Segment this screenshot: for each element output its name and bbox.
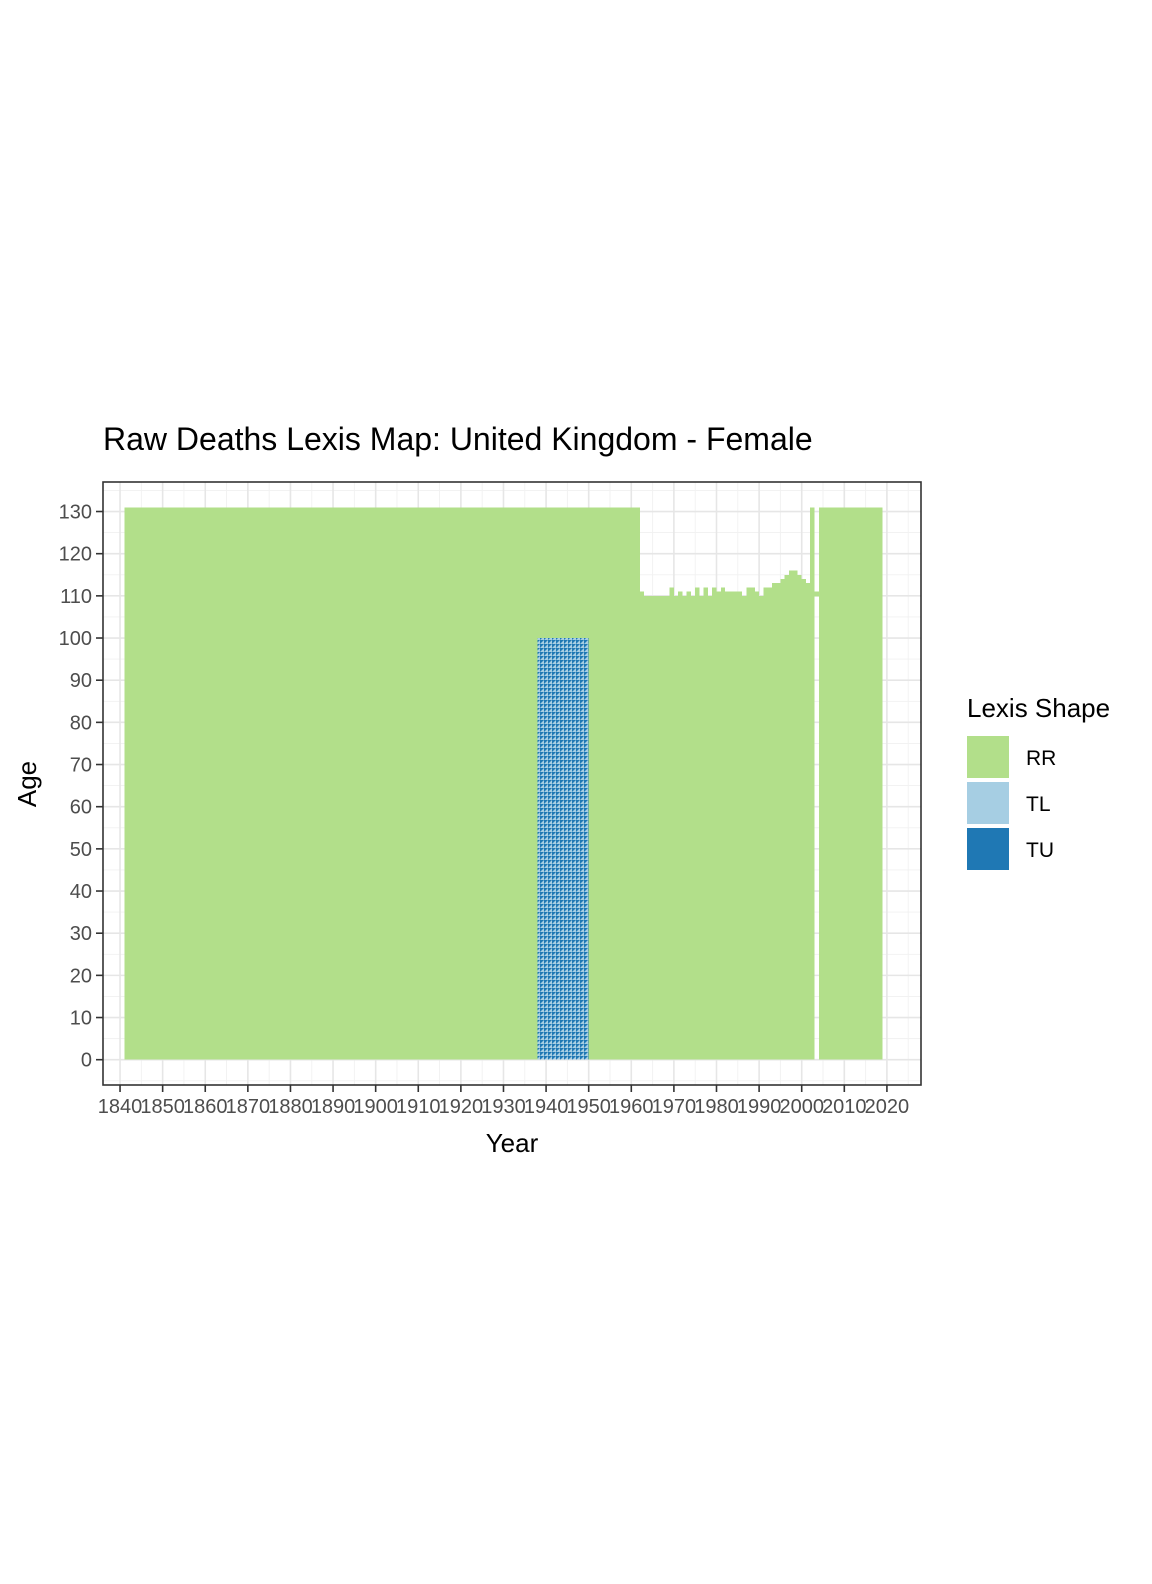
x-tick-label: 1890 [311, 1096, 356, 1118]
x-tick-label: 1960 [609, 1096, 654, 1118]
lexis-rr-cell [695, 587, 700, 597]
lexis-rr-cell [673, 595, 679, 597]
x-tick-label: 1840 [98, 1096, 143, 1118]
lexis-rr-cell [665, 595, 670, 597]
lexis-rr-cell [733, 591, 738, 597]
x-tick-label: 1930 [481, 1096, 526, 1118]
lexis-rr-cell [780, 578, 785, 597]
legend-title: Lexis Shape [967, 693, 1110, 723]
lexis-rr-cell [703, 587, 708, 597]
x-tick-label: 2020 [865, 1096, 910, 1118]
x-tick-label: 1990 [737, 1096, 782, 1118]
x-tick-label: 1920 [439, 1096, 484, 1118]
lexis-rr-region [588, 507, 640, 1060]
lexis-rr-cell [814, 591, 819, 597]
y-tick-label: 10 [70, 1008, 92, 1030]
lexis-rr-cell [793, 570, 798, 597]
y-tick-label: 40 [70, 881, 92, 903]
x-tick-label: 1850 [140, 1096, 185, 1118]
lexis-rr-cell [801, 578, 806, 597]
y-axis-title: Age [12, 761, 42, 807]
y-tick-label: 130 [59, 502, 92, 524]
y-tick-label: 0 [81, 1050, 92, 1072]
lexis-rr-region [810, 507, 815, 1060]
legend: Lexis Shape RR TL TU [967, 693, 1110, 870]
lexis-rr-cell [699, 595, 704, 597]
lexis-rr-region [818, 507, 883, 1060]
lexis-rr-region [124, 507, 538, 1060]
lexis-rr-cell [639, 591, 645, 597]
y-tick-label: 80 [70, 712, 92, 734]
lexis-rr-cell [656, 595, 662, 597]
legend-label-tu: TU [1026, 839, 1054, 862]
x-axis-title: Year [486, 1128, 539, 1158]
x-tick-label: 2000 [779, 1096, 824, 1118]
legend-label-rr: RR [1026, 747, 1056, 770]
x-tick-label: 1910 [396, 1096, 441, 1118]
lexis-rr-region [537, 507, 589, 639]
lexis-rr-cell [737, 591, 743, 597]
x-tick-label: 1860 [183, 1096, 228, 1118]
y-tick-label: 120 [59, 544, 92, 566]
lexis-rr-cell [805, 583, 811, 597]
lexis-rr-cell [669, 587, 674, 597]
y-tick-label: 100 [59, 628, 92, 650]
lexis-rr-cell [750, 587, 755, 597]
x-tick-label: 1880 [268, 1096, 313, 1118]
lexis-rr-cell [771, 583, 777, 597]
legend-swatch-rr [967, 736, 1009, 778]
lexis-rr-cell [767, 587, 772, 597]
plot-panel-border [102, 481, 922, 1086]
x-tick-label: 1980 [694, 1096, 739, 1118]
x-tick-label: 1970 [652, 1096, 697, 1118]
lexis-rr-cell [784, 574, 789, 597]
x-tick-label: 1950 [566, 1096, 611, 1118]
data-layer [124, 507, 883, 1060]
lexis-triangle-region [537, 638, 589, 1060]
lexis-rr-cell [763, 587, 768, 597]
lexis-rr-cell [742, 595, 747, 597]
y-tick-label: 110 [60, 586, 92, 608]
lexis-rr-cell [690, 595, 696, 597]
legend-label-tl: TL [1026, 793, 1051, 816]
lexis-rr-cell [776, 583, 781, 597]
lexis-rr-cell [797, 574, 802, 597]
lexis-rr-cell [712, 587, 717, 597]
lexis-rr-cell [648, 595, 653, 597]
y-tick-label: 30 [70, 923, 92, 945]
y-axis: 0 10 20 30 40 50 60 70 80 90 100 110 120 130 [59, 502, 103, 1072]
x-axis: 1840185018601870188018901900191019201930… [98, 1085, 909, 1118]
y-tick-label: 90 [70, 670, 92, 692]
y-tick-label: 20 [70, 965, 92, 987]
lexis-rr-cell [716, 591, 721, 597]
x-tick-label: 2010 [822, 1096, 867, 1118]
lexis-rr-region [639, 595, 811, 1060]
x-tick-label: 1900 [353, 1096, 398, 1118]
lexis-rr-cell [686, 591, 691, 597]
lexis-rr-cell [707, 595, 713, 597]
legend-swatch-tl [967, 782, 1009, 824]
lexis-rr-cell [759, 595, 764, 597]
lexis-rr-cell [725, 591, 730, 597]
y-tick-label: 70 [70, 755, 92, 777]
legend-swatch-tu [967, 828, 1009, 870]
y-tick-label: 60 [70, 797, 92, 819]
lexis-rr-cell [678, 591, 683, 597]
lexis-rr-cell [788, 570, 794, 597]
x-tick-label: 1940 [524, 1096, 569, 1118]
lexis-rr-cell [682, 595, 687, 597]
lexis-rr-cell [729, 591, 734, 597]
chart-title: Raw Deaths Lexis Map: United Kingdom - F… [103, 421, 813, 457]
x-tick-label: 1870 [226, 1096, 271, 1118]
y-tick-label: 50 [70, 839, 92, 861]
lexis-rr-cell [754, 591, 760, 597]
legend-items: RR TL TU [967, 736, 1056, 870]
lexis-rr-cell [746, 587, 751, 597]
lexis-rr-cell [720, 587, 726, 597]
